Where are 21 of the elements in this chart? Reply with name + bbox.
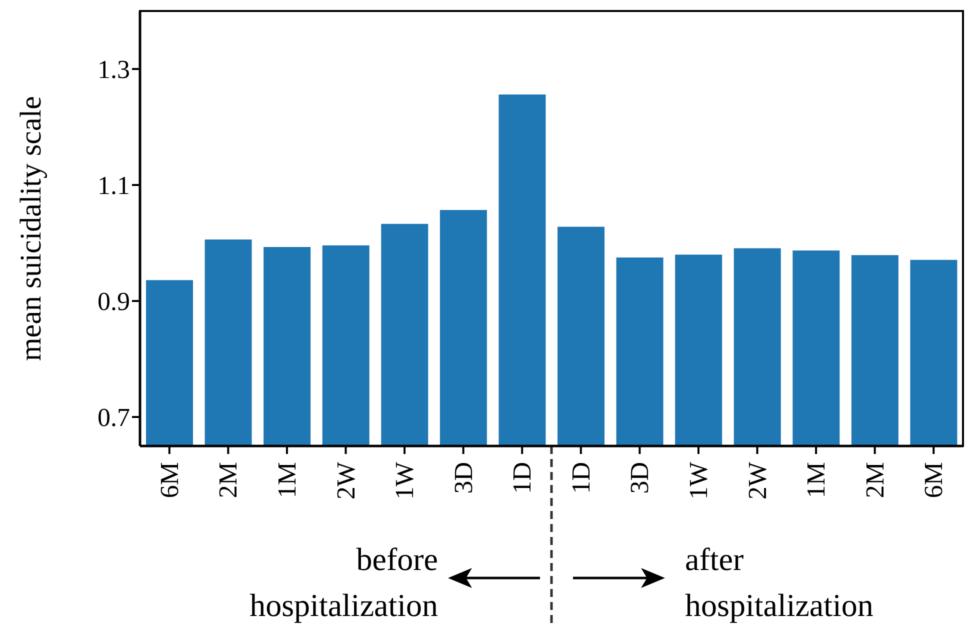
x-tick-label: 3D: [625, 462, 654, 494]
x-tick-label: 1W: [684, 462, 713, 500]
x-tick-label: 2M: [214, 462, 243, 498]
text: after hospitalization: [685, 540, 874, 625]
x-tick-label: 1W: [390, 462, 420, 500]
x-tick-label: 6M: [154, 462, 184, 498]
y-tick-label: 1.3: [98, 55, 130, 84]
x-tick-label: 1M: [272, 462, 302, 498]
y-axis-title: mean suicidality scale: [14, 96, 48, 361]
text: before hospitalization: [248, 540, 438, 625]
x-tick-label: 6M: [919, 462, 948, 498]
y-tick-label: 0.7: [98, 403, 130, 432]
x-tick-label: 3D: [448, 462, 478, 494]
x-tick-label: 2W: [331, 462, 360, 500]
x-tick-label: 1D: [508, 462, 537, 494]
y-tick-label: 0.9: [98, 287, 130, 316]
x-tick-label: 2W: [742, 462, 772, 500]
y-tick-label: 1.1: [98, 171, 130, 200]
x-tick-label: 1M: [802, 462, 831, 498]
x-tick-label: 2M: [860, 462, 890, 498]
x-tick-label: 1D: [566, 462, 596, 494]
